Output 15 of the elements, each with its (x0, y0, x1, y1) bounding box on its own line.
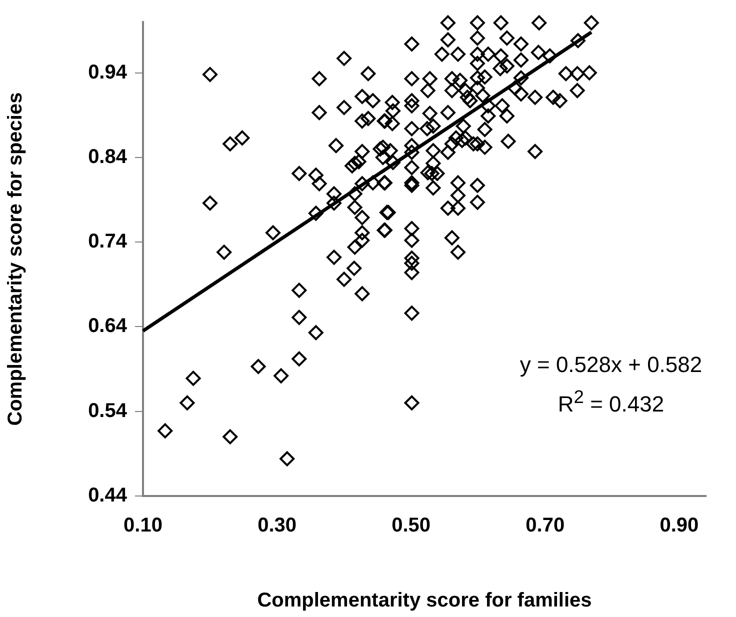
y-tick-label: 0.54 (88, 400, 128, 422)
x-axis-title: Complementarity score for families (257, 590, 592, 612)
annotation: y = 0.528x + 0.582 (520, 352, 702, 378)
x-tick-label: 0.50 (392, 514, 431, 537)
y-tick-label: 0.84 (88, 146, 128, 168)
x-tick-label: 0.70 (526, 514, 565, 537)
x-tick-label: 0.10 (124, 514, 162, 537)
y-tick-label: 0.94 (88, 61, 128, 84)
annotation: R$^{2}$ = 0.432 (558, 386, 664, 418)
y-tick-label: 0.44 (88, 484, 128, 507)
y-tick-label: 0.74 (88, 230, 128, 253)
x-tick-label: 0.90 (660, 514, 699, 537)
y-axis-title: Complementarity score for species (4, 92, 27, 426)
x-tick-label: 0.30 (258, 514, 297, 537)
y-tick-label: 0.64 (88, 315, 128, 338)
